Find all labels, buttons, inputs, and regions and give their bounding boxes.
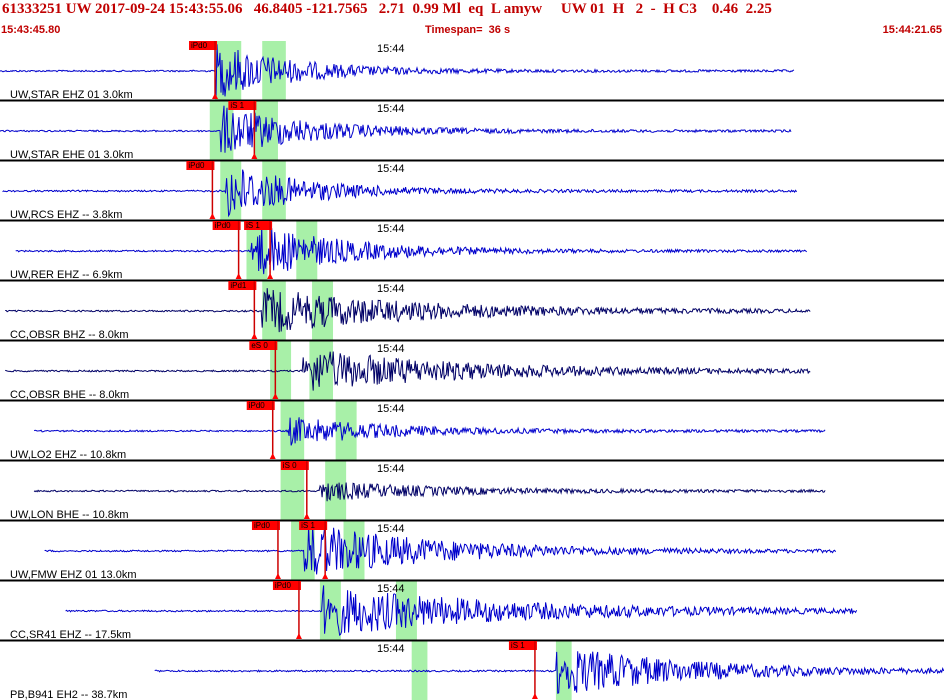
pick-triangle (303, 513, 310, 519)
station-label: UW,LO2 EHZ -- 10.8km (10, 449, 126, 461)
pick-label: iPd1 (230, 281, 247, 290)
pick-flag[interactable] (508, 641, 537, 650)
trace-panel[interactable]: 15:44 iS 1 PB,B941 EH2 -- 38.7km (0, 639, 944, 700)
pick-label: iPd0 (215, 221, 232, 230)
pick-flag[interactable] (299, 521, 328, 530)
time-marker-label: 15:44 (377, 523, 405, 535)
timespan-label: Timespan= 36 s (425, 24, 511, 36)
pick-flag[interactable] (186, 161, 215, 170)
pick-flag[interactable] (228, 281, 257, 290)
station-label: CC,OBSR BHE -- 8.0km (10, 389, 129, 401)
pick-triangle (272, 393, 279, 399)
pick-triangle (251, 333, 258, 339)
waveform-trace (5, 288, 811, 333)
pick-label: iS 0 (283, 461, 297, 470)
pick-triangle (251, 153, 258, 159)
trace-panel[interactable]: 15:44 iPd0 CC,SR41 EHZ -- 17.5km (0, 579, 944, 642)
pick-window (262, 161, 286, 220)
pick-window (280, 461, 305, 520)
waveform-trace (65, 585, 858, 637)
waveform-trace (0, 44, 795, 99)
waveform-trace (15, 226, 808, 275)
pick-triangle (212, 93, 219, 99)
pick-label: iPd0 (188, 161, 205, 170)
station-label: UW,FMW EHZ 01 13.0km (10, 569, 137, 581)
station-label: UW,LON BHE -- 10.8km (10, 509, 129, 521)
time-marker-label: 15:44 (377, 43, 405, 55)
pick-label: iPd0 (254, 521, 271, 530)
waveform-trace (0, 105, 792, 153)
pick-flag[interactable] (228, 101, 257, 110)
pick-label: iS 1 (246, 221, 260, 230)
time-marker-label: 15:44 (377, 163, 405, 175)
station-label: UW,STAR EHZ 01 3.0km (10, 89, 133, 101)
trace-panel[interactable]: 15:44 iS 0 UW,LON BHE -- 10.8km (0, 459, 944, 522)
pick-label: iPd0 (275, 581, 292, 590)
station-label: UW,RER EHZ -- 6.9km (10, 269, 122, 281)
event-summary-line: 61333251 UW 2017-09-24 15:43:55.06 46.84… (2, 1, 772, 17)
time-marker-label: 15:44 (377, 463, 405, 475)
pick-flag[interactable] (246, 401, 275, 410)
pick-triangle (274, 573, 281, 579)
pick-flag[interactable] (251, 521, 280, 530)
pick-flag[interactable] (244, 221, 273, 230)
time-marker-label: 15:44 (377, 343, 405, 355)
pick-label: iPd0 (249, 401, 266, 410)
time-marker-label: 15:44 (377, 223, 405, 235)
waveform-trace (2, 169, 798, 218)
waveform-trace (33, 417, 826, 446)
station-label: CC,OBSR BHZ -- 8.0km (10, 329, 129, 341)
pick-label: iS 1 (511, 641, 525, 650)
trace-panel[interactable]: 15:44 eS 0 CC,OBSR BHE -- 8.0km (0, 339, 944, 402)
trace-panels[interactable]: 15:44 iPd0 UW,STAR EHZ 01 3.0km 15:44 iS 1 UW… (0, 40, 944, 700)
pick-triangle (267, 273, 274, 279)
event-header: 61333251 UW 2017-09-24 15:43:55.06 46.84… (0, 0, 944, 40)
waveform-trace (44, 525, 837, 575)
pick-label: iPd0 (191, 41, 208, 50)
pick-triangle (322, 573, 329, 579)
window-end-time: 15:44:21.65 (882, 24, 942, 36)
waveform-trace (33, 482, 826, 502)
pick-flag[interactable] (212, 221, 241, 230)
pick-window (254, 101, 278, 160)
pick-triangle (295, 633, 302, 639)
pick-triangle (269, 453, 276, 459)
pick-triangle (531, 693, 538, 699)
trace-panel[interactable]: 15:44 iPd0 UW,RCS EHZ -- 3.8km (0, 159, 944, 222)
trace-panel[interactable]: 15:44 iPd0 UW,LO2 EHZ -- 10.8km (0, 399, 944, 462)
time-marker-label: 15:44 (377, 283, 405, 295)
pick-window (296, 221, 318, 280)
pick-label: eS 0 (251, 341, 268, 350)
pick-flag[interactable] (249, 341, 278, 350)
pick-triangle (235, 273, 242, 279)
pick-window (325, 461, 347, 520)
window-start-time: 15:43:45.80 (1, 24, 61, 36)
time-marker-label: 15:44 (377, 403, 405, 415)
trace-panel[interactable]: 15:44 iPd0 UW,STAR EHZ 01 3.0km (0, 41, 795, 101)
trace-panel[interactable]: 15:44 iS 1 UW,STAR EHE 01 3.0km (0, 99, 944, 162)
station-label: UW,STAR EHE 01 3.0km (10, 149, 133, 161)
waveform-trace (154, 651, 944, 694)
pick-triangle (209, 213, 216, 219)
time-marker-label: 15:44 (377, 643, 405, 655)
station-label: PB,B941 EH2 -- 38.7km (10, 689, 127, 700)
pick-flag[interactable] (272, 581, 301, 590)
pick-flag[interactable] (189, 41, 218, 50)
pick-window (280, 401, 305, 460)
pick-flag[interactable] (280, 461, 309, 470)
trace-panel[interactable]: 15:44 iPd1 CC,OBSR BHZ -- 8.0km (0, 279, 944, 342)
trace-panel[interactable]: 15:44 iPd0 iS 1 UW,RER EHZ -- 6.9km (0, 219, 944, 282)
pick-label: iS 1 (301, 521, 315, 530)
station-label: UW,RCS EHZ -- 3.8km (10, 209, 122, 221)
trace-panel[interactable]: 15:44 iPd0 iS 1 UW,FMW EHZ 01 13.0km (0, 519, 944, 582)
pick-label: iS 1 (230, 101, 244, 110)
waveform-trace (5, 351, 811, 391)
time-marker-label: 15:44 (377, 103, 405, 115)
time-marker-label: 15:44 (377, 583, 405, 595)
station-label: CC,SR41 EHZ -- 17.5km (10, 629, 131, 641)
